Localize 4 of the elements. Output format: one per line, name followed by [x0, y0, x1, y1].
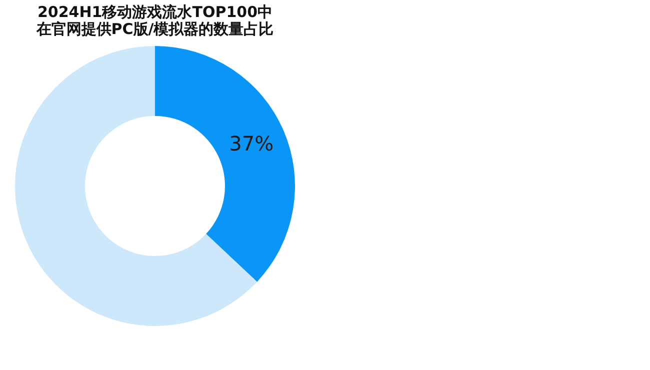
donut-slice: [155, 46, 295, 282]
text: 在官网提供PC版/模拟器的数量占比: [36, 20, 274, 38]
text: 2024H1移动游戏流水TOP100中: [37, 3, 273, 21]
data-label: 37%: [229, 131, 274, 156]
